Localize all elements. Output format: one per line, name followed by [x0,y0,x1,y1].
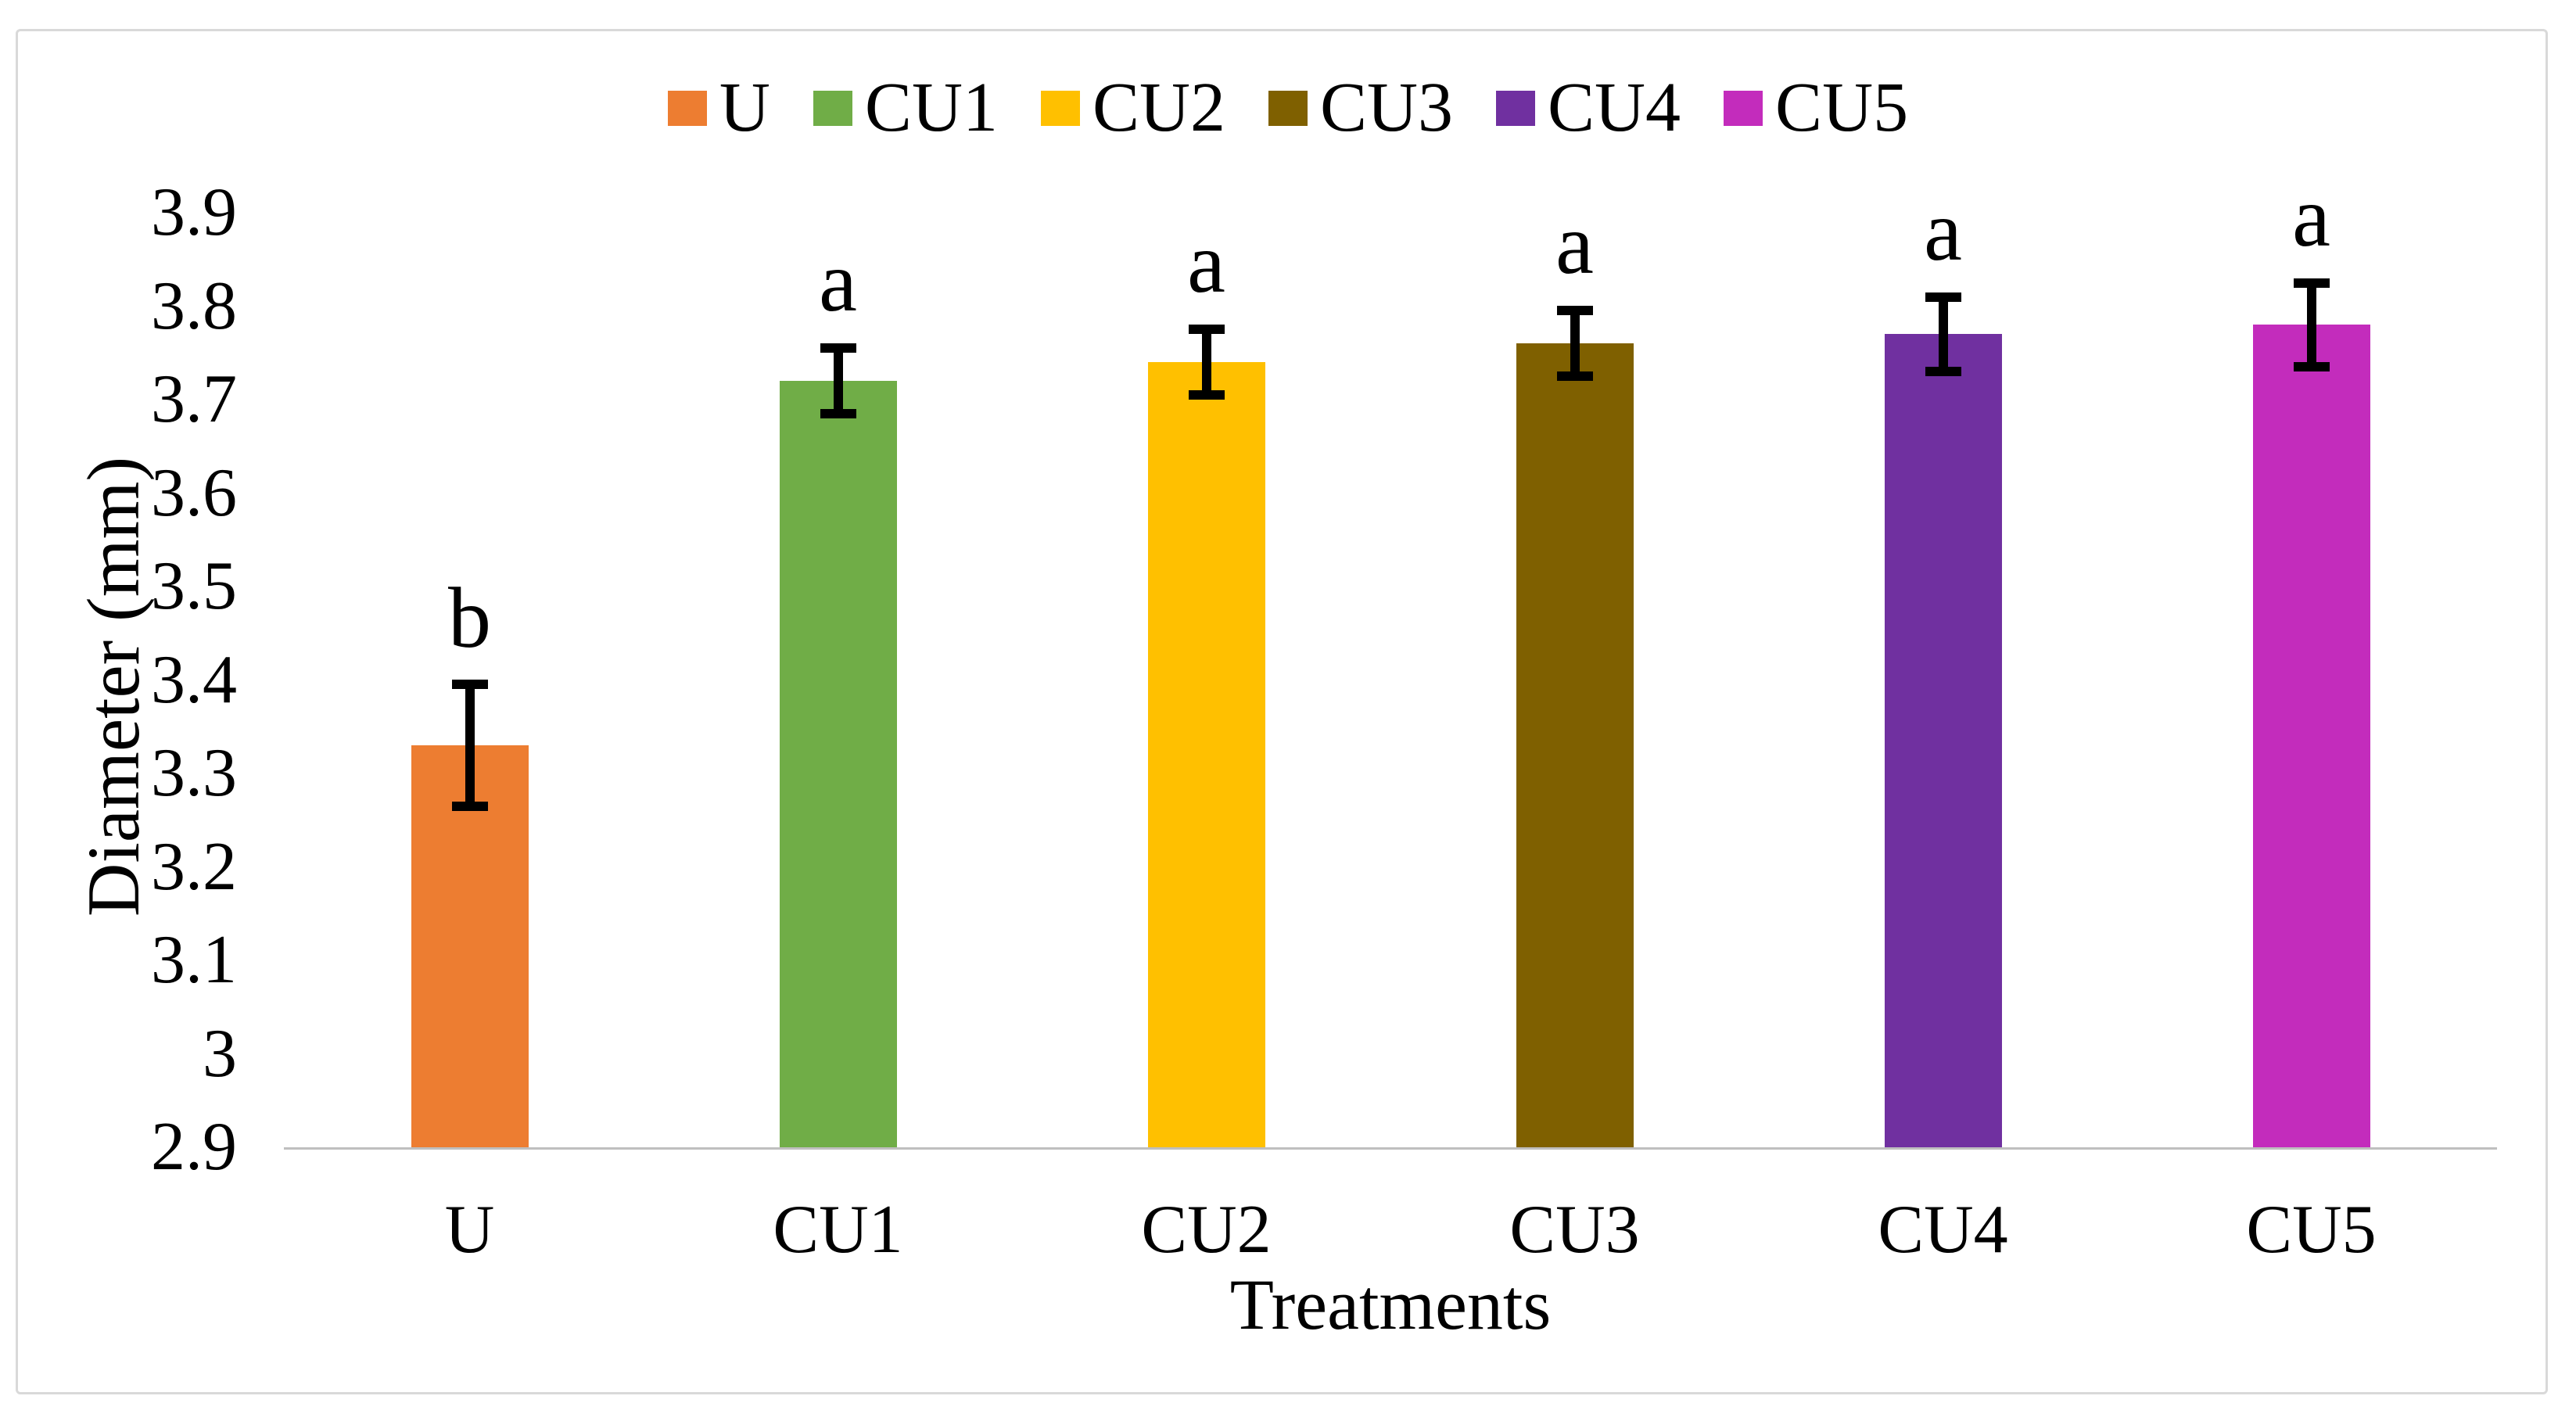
legend-swatch-CU5 [1724,90,1763,126]
bar-U [411,745,529,1147]
error-bar-cap-bottom-CU3 [1556,371,1593,382]
x-tick-label-CU5: CU5 [2246,1192,2377,1268]
legend-label: CU4 [1548,69,1681,146]
significance-letter-CU1: a [819,234,857,330]
significance-letter-U: b [448,570,491,666]
x-tick-label-CU2: CU2 [1141,1192,1272,1268]
y-tick-label: 3.1 [151,922,237,998]
error-bar-cap-bottom-U [451,801,488,811]
legend-label: CU2 [1092,69,1225,146]
legend-item-CU4: CU4 [1496,73,1681,143]
error-bar-CU1 [833,348,843,414]
bar-CU4 [1884,334,2002,1147]
legend-label: CU1 [864,69,998,146]
error-bar-cap-top-CU2 [1188,325,1225,335]
legend-item-U: U [667,69,770,146]
y-tick-label: 3.4 [151,641,237,718]
error-bar-U [465,684,475,806]
significance-letter-CU4: a [1924,182,1962,278]
error-bar-cap-bottom-CU4 [1925,367,1961,377]
error-bar-CU2 [1201,329,1211,396]
bar-CU5 [2252,325,2370,1147]
x-tick-label-CU1: CU1 [773,1192,903,1268]
y-tick-label: 3.2 [151,828,237,905]
x-tick-label-U: U [444,1192,495,1268]
x-axis-line [284,1147,2497,1150]
error-bar-cap-top-CU4 [1925,292,1961,302]
y-tick-label: 3.8 [151,267,237,344]
significance-letter-CU2: a [1187,215,1225,311]
bar-CU2 [1147,362,1265,1147]
x-tick-label-CU4: CU4 [1878,1192,2008,1268]
x-axis-title: Treatments [1229,1265,1552,1344]
bar-CU3 [1516,343,1634,1147]
error-bar-cap-bottom-CU5 [2293,362,2330,372]
legend-swatch-CU1 [813,90,852,126]
y-axis-title: Diameter (mm) [72,456,156,917]
error-bar-CU3 [1570,310,1580,377]
y-tick-label: 3 [203,1015,237,1092]
error-bar-CU4 [1938,296,1948,372]
y-tick-label: 3.3 [151,735,237,811]
y-tick-label: 3.9 [151,174,237,250]
legend-swatch-U [667,90,707,126]
error-bar-cap-top-CU3 [1556,306,1593,316]
error-bar-CU5 [2306,282,2316,368]
chart-legend: U CU1 CU2 CU3 CU4 CU5 [0,69,2576,147]
legend-item-CU3: CU3 [1268,73,1453,143]
legend-item-CU1: CU1 [813,73,998,143]
y-tick-label: 2.9 [151,1109,237,1185]
legend-swatch-CU4 [1496,90,1536,126]
x-tick-label-CU3: CU3 [1509,1192,1640,1268]
significance-letter-CU3: a [1555,196,1594,292]
legend-label: U [719,69,770,146]
significance-letter-CU5: a [2292,168,2330,264]
error-bar-cap-top-CU5 [2293,278,2330,288]
error-bar-cap-bottom-CU1 [820,408,856,418]
error-bar-cap-top-U [451,680,488,690]
figure-border [16,29,2548,1394]
legend-item-CU2: CU2 [1040,69,1225,146]
legend-item-CU5: CU5 [1724,73,1908,143]
error-bar-cap-bottom-CU2 [1188,390,1225,400]
legend-swatch-CU2 [1040,90,1080,126]
legend-swatch-CU3 [1268,90,1308,126]
y-tick-label: 3.5 [151,548,237,624]
error-bar-cap-top-CU1 [820,343,856,353]
y-tick-label: 3.7 [151,361,237,437]
bar-CU1 [779,381,897,1147]
legend-label: CU3 [1319,69,1454,146]
y-tick-label: 3.6 [151,454,237,531]
legend-label: CU5 [1775,69,1909,146]
